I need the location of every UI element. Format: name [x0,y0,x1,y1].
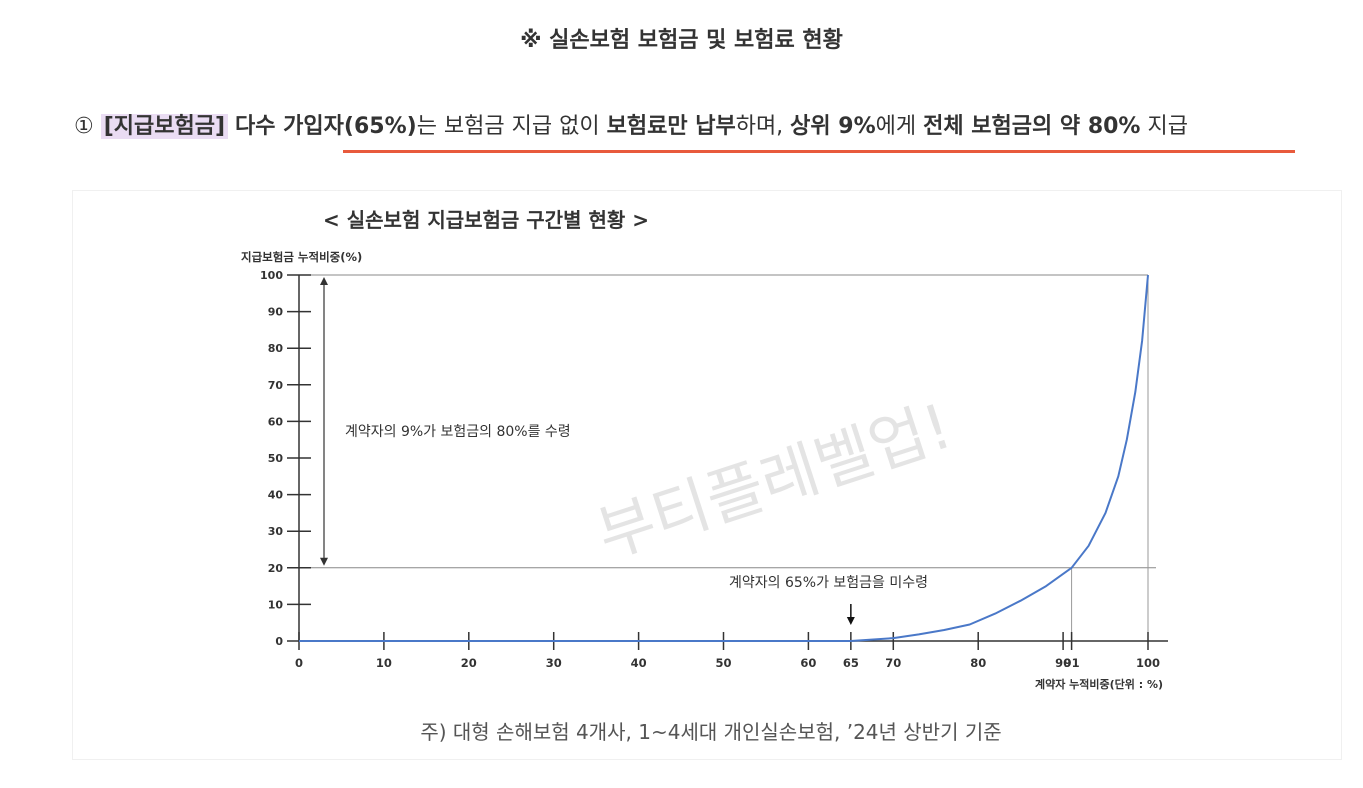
x-tick-label: 20 [461,656,477,670]
y-tick-label: 60 [268,415,284,428]
headline-seg6: 에게 [875,114,924,139]
x-tick-label: 30 [546,656,562,670]
annotation-non-recipients: 계약자의 65%가 보험금을 미수령 [729,575,928,591]
arrow-65-head [846,617,855,625]
x-tick-label: 100 [1136,656,1160,670]
headline-underline [343,150,1295,153]
chart-title: < 실손보험 지급보험금 구간별 현황 > [323,208,649,232]
chart-footnote: 주) 대형 손해보험 4개사, 1~4세대 개인실손보험, ’24년 상반기 기… [420,720,1001,744]
x-tick-label: 65 [843,656,859,670]
y-tick-label: 50 [268,452,284,465]
y-tick-label: 10 [268,598,284,611]
watermark: 부티플레벨업! [589,389,961,572]
arrow-80pct-head-top [320,277,328,285]
y-tick-label: 70 [268,379,284,392]
arrow-80pct-head-bottom [320,557,328,566]
headline-seg2: 는 보험금 지급 없이 [416,114,607,139]
y-tick-label: 30 [268,525,284,538]
x-tick-label: 40 [631,656,647,670]
y-tick-label: 0 [275,635,283,648]
headline-seg7: 전체 보험금의 약 80% [923,114,1141,139]
headline-seg1: 다수 가입자(65%) [235,114,417,139]
cumulative-curve [299,274,1149,642]
y-tick-label: 80 [268,342,284,355]
chart-svg: < 실손보험 지급보험금 구간별 현황 > 지급보험금 누적비중(%) 계약자 … [241,208,1168,744]
headline-seg4: 하며, [735,114,791,139]
headline-tag: [지급보험금] [100,114,229,139]
x-tick-label: 10 [376,656,392,670]
x-tick-label: 60 [800,656,816,670]
page-title: ※ 실손보험 보험금 및 보험료 현황 [520,28,843,53]
y-tick-label: 100 [260,269,283,282]
y-tick-label: 90 [268,306,284,319]
y-tick-label: 40 [268,489,284,502]
chart-ticks: 0 10 20 30 40 50 60 70 80 90 100 0 10 20 30 40 50 60 65 70 8… [260,269,1160,670]
headline-seg3: 보험료만 납부 [606,114,736,139]
x-tick-label: 91 [1064,656,1080,670]
headline-index: ① [74,114,94,139]
y-axis-label: 지급보험금 누적비중(%) [241,250,362,264]
annotation-top-group: 계약자의 9%가 보험금의 80%를 수령 [345,424,571,440]
y-tick-label: 20 [268,562,284,575]
x-tick-label: 0 [295,656,303,670]
x-tick-label: 50 [715,656,731,670]
x-tick-label: 80 [970,656,986,670]
headline-seg8: 지급 [1140,114,1188,139]
chart-annotations [320,277,855,625]
x-tick-label: 90 [1055,656,1071,670]
chart-grid [299,274,1156,641]
x-axis-label: 계약자 누적비중(단위 : %) [1035,677,1163,691]
headline-seg5: 상위 9% [790,114,876,139]
x-tick-label: 70 [885,656,901,670]
chart-panel: < 실손보험 지급보험금 구간별 현황 > 지급보험금 누적비중(%) 계약자 … [72,190,1342,760]
headline: ① [지급보험금] 다수 가입자(65%)는 보험금 지급 없이 보험료만 납부… [74,108,1188,140]
